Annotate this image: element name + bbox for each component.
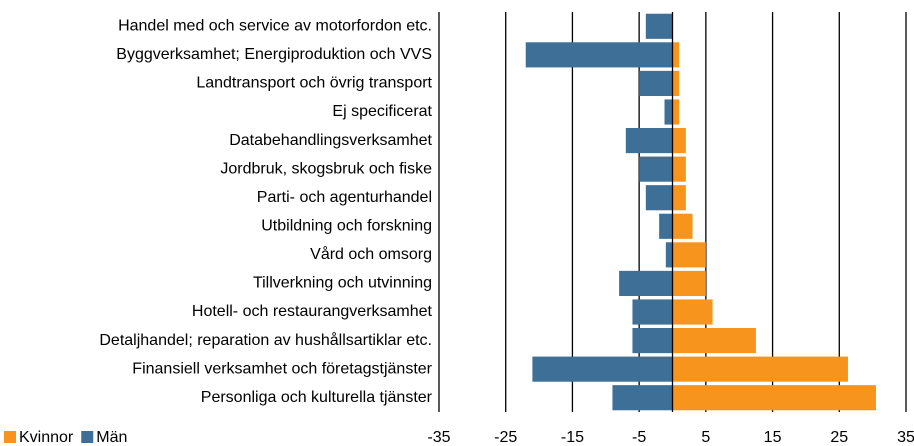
y-tick-label: Landtransport och övrig transport bbox=[196, 75, 432, 92]
bar bbox=[664, 99, 673, 125]
bar bbox=[672, 385, 876, 411]
y-tick-label: Ej specificerat bbox=[332, 103, 432, 120]
y-tick-label: Hotell- och restaurangverksamhet bbox=[192, 303, 433, 320]
x-tick-label: -35 bbox=[427, 429, 450, 446]
y-tick-label: Handel med och service av motorfordon et… bbox=[118, 18, 432, 35]
bar bbox=[639, 70, 673, 96]
bar bbox=[645, 185, 673, 211]
bar bbox=[612, 385, 673, 411]
y-tick-label: Vård och omsorg bbox=[310, 245, 432, 263]
bar bbox=[672, 242, 706, 268]
bar bbox=[525, 42, 673, 68]
x-tick-label: -5 bbox=[632, 429, 646, 446]
bar bbox=[672, 213, 693, 239]
x-tick-label: -15 bbox=[561, 429, 584, 446]
x-tick-label: 25 bbox=[830, 429, 848, 446]
y-tick-label: Parti- och agenturhandel bbox=[257, 189, 432, 206]
bar bbox=[672, 356, 848, 382]
y-tick-label: Finansiell verksamhet och företagstjänst… bbox=[132, 360, 432, 377]
bar bbox=[532, 356, 673, 382]
y-tick-label: Byggverksamhet; Energiproduktion och VVS bbox=[116, 46, 432, 63]
y-tick-label: Utbildning och forskning bbox=[261, 218, 432, 235]
y-tick-label: Jordbruk, skogsbruk och fiske bbox=[220, 160, 432, 177]
bar bbox=[639, 156, 673, 182]
bar bbox=[632, 328, 673, 354]
bar bbox=[672, 185, 686, 211]
x-tick-label: 35 bbox=[897, 429, 914, 446]
legend-swatch bbox=[81, 431, 94, 443]
y-tick-label: Detaljhandel; reparation av hushållsarti… bbox=[99, 331, 432, 349]
bar bbox=[672, 70, 680, 96]
x-tick-label: 15 bbox=[764, 429, 782, 446]
bar bbox=[619, 270, 673, 296]
legend-label: Kvinnor bbox=[19, 429, 74, 446]
bar bbox=[672, 328, 756, 354]
bar bbox=[672, 128, 686, 154]
bar bbox=[665, 242, 673, 268]
bar bbox=[645, 13, 673, 39]
bar bbox=[632, 299, 673, 325]
x-tick-label: -25 bbox=[494, 429, 517, 446]
bar bbox=[672, 156, 686, 182]
x-tick-label: 5 bbox=[701, 429, 710, 446]
legend-label: Män bbox=[96, 429, 127, 446]
bar bbox=[672, 42, 680, 68]
bar bbox=[625, 128, 673, 154]
bar bbox=[672, 299, 713, 325]
bar bbox=[659, 213, 673, 239]
legend-swatch bbox=[4, 431, 16, 443]
bar bbox=[672, 99, 680, 125]
bar bbox=[672, 270, 706, 296]
y-tick-label: Tillverkning och utvinning bbox=[253, 275, 432, 292]
y-tick-label: Personliga och kulturella tjänster bbox=[201, 389, 433, 406]
y-tick-label: Databehandlingsverksamhet bbox=[229, 132, 432, 149]
